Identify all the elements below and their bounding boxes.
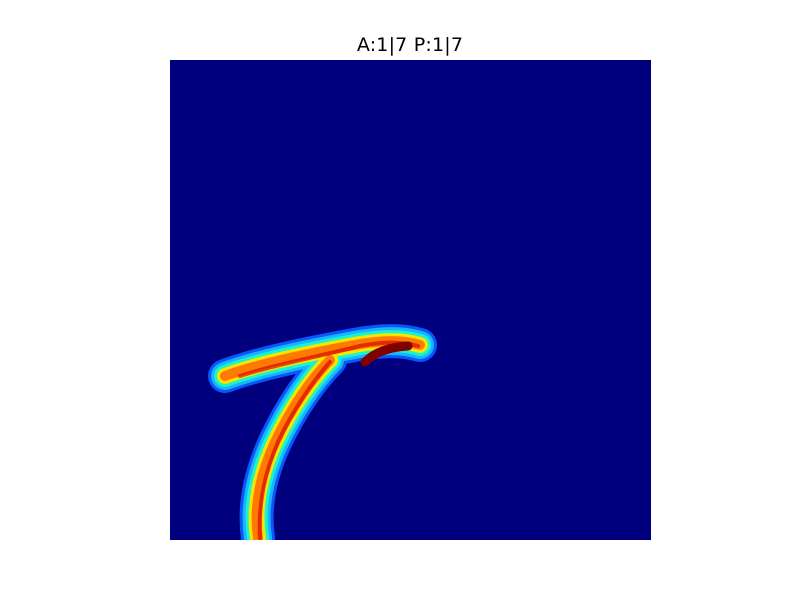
heatmap-background	[170, 60, 651, 540]
heatmap-plot	[170, 60, 651, 540]
figure-title: A:1|7 P:1|7	[356, 34, 464, 56]
digit-heat-stroke	[208, 324, 437, 540]
stroke-hotspot	[360, 341, 413, 367]
heatmap-canvas	[170, 60, 651, 540]
